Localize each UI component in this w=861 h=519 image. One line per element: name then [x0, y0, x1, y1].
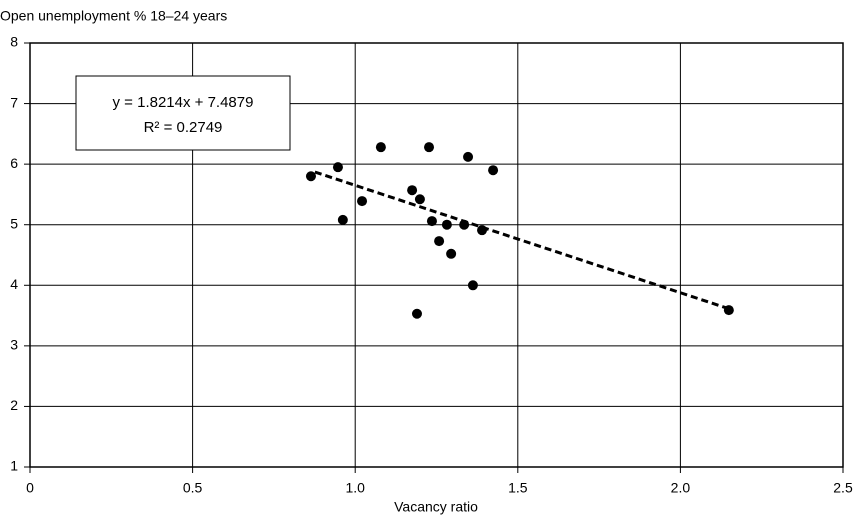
y-tick-label: 7	[10, 94, 18, 110]
y-tick-label: 5	[10, 215, 18, 231]
point	[441, 219, 452, 230]
y-tick-label: 2	[10, 397, 18, 413]
y-tick-label: 4	[10, 276, 18, 292]
point	[305, 171, 316, 182]
point	[357, 196, 368, 207]
point	[375, 142, 386, 153]
x-tick-label: 2.5	[833, 480, 853, 496]
point	[488, 165, 499, 176]
point	[414, 194, 425, 205]
point	[424, 142, 435, 153]
point	[332, 162, 343, 173]
x-tick-label: 1.0	[345, 480, 365, 496]
equation: y = 1.8214x + 7.4879	[113, 94, 254, 111]
y-tick-label: 1	[10, 458, 18, 474]
y-tick-label: 3	[10, 337, 18, 353]
x-axis-title: Vacancy ratio	[394, 499, 478, 515]
y-tick-label: 6	[10, 155, 18, 171]
point	[477, 225, 488, 236]
point	[463, 151, 474, 162]
annotation-box	[75, 75, 291, 151]
x-tick-label: 2.0	[671, 480, 691, 496]
point	[434, 236, 445, 247]
point	[446, 248, 457, 259]
point	[459, 219, 470, 230]
y-axis-title: Open unemployment % 18–24 years	[0, 8, 227, 24]
point	[723, 305, 734, 316]
point	[426, 216, 437, 227]
x-tick-label: 1.5	[508, 480, 528, 496]
point	[467, 280, 478, 291]
point	[411, 308, 422, 319]
y-tick-label: 8	[10, 34, 18, 50]
point	[337, 214, 348, 225]
plot-frame	[29, 42, 844, 468]
r-squared: R² = 0.2749	[144, 119, 223, 136]
trendline	[314, 170, 734, 312]
x-tick-label: 0.5	[183, 480, 203, 496]
point	[407, 185, 418, 196]
x-tick-label: 0	[26, 480, 34, 496]
